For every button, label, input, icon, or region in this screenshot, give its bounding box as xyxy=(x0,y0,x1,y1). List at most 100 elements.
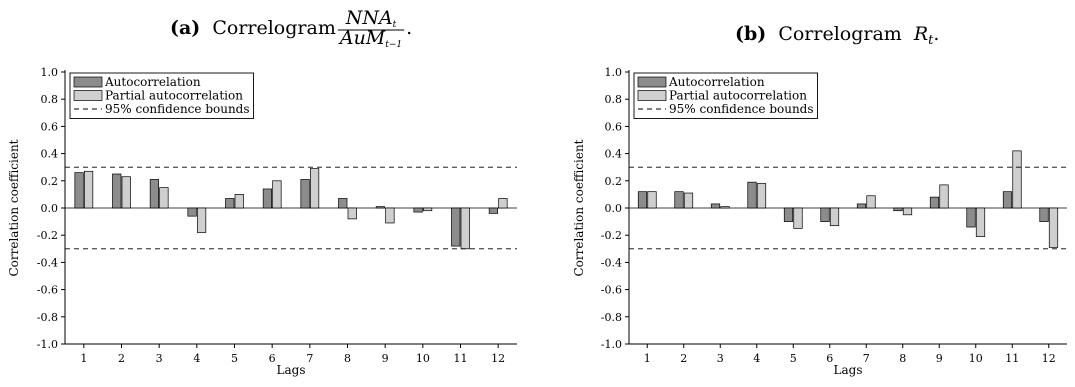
autocorrelation-bar-lag-3 xyxy=(149,179,160,209)
legend-swatch-autocorrelation xyxy=(73,76,103,88)
x-tick-label: 11 xyxy=(1005,352,1019,365)
x-tick-label: 5 xyxy=(790,352,797,365)
x-axis-label: Lags xyxy=(277,363,306,377)
autocorrelation-bar-lag-8 xyxy=(893,207,903,212)
panel-b-title-prefix: Correlogram xyxy=(778,23,902,45)
y-axis-label: Correlation coefficient xyxy=(572,139,586,276)
partial-autocorrelation-bar-lag-12 xyxy=(1048,207,1059,248)
autocorrelation-bar-lag-3 xyxy=(710,203,721,209)
legend-entry-label: Partial autocorrelation xyxy=(105,89,243,103)
partial-autocorrelation-bar-lag-10 xyxy=(975,207,986,237)
x-tick-label: 9 xyxy=(936,352,943,365)
partial-autocorrelation-bar-lag-7 xyxy=(309,168,320,209)
legend-swatch-partial-autocorrelation xyxy=(73,90,103,101)
chart-panel-b: -1.0-0.8-0.6-0.4-0.20.00.20.40.60.81.01 2… xyxy=(572,66,1067,377)
panel-b-title: (b) Correlogram Rt. xyxy=(735,23,939,48)
legend-entry-label: Partial autocorrelation xyxy=(669,89,807,103)
legend-swatch-partial-autocorrelation xyxy=(637,90,667,101)
x-tick-label: 8 xyxy=(344,352,351,365)
panel-a-title-suffix: . xyxy=(406,17,412,39)
panel-a-title: (a) Correlogram NNAt AuMt−1 . xyxy=(170,7,412,50)
autocorrelation-bar-lag-4 xyxy=(187,207,197,217)
x-tick-label: 3 xyxy=(156,352,163,365)
partial-autocorrelation-bar-lag-9 xyxy=(939,184,949,209)
x-tick-label: 1 xyxy=(644,352,651,365)
y-tick-label: -0.2 xyxy=(37,229,58,242)
partial-autocorrelation-bar-lag-1 xyxy=(83,170,94,209)
partial-autocorrelation-bar-lag-1 xyxy=(647,191,657,209)
x-tick-label: 9 xyxy=(382,352,389,365)
partial-autocorrelation-bar-lag-2 xyxy=(683,192,694,209)
y-tick-label: -0.8 xyxy=(601,311,622,324)
y-tick-label: 0.8 xyxy=(41,93,59,106)
legend-entry-label: 95% confidence bounds xyxy=(105,102,250,116)
y-tick-label: 0.6 xyxy=(41,120,59,133)
x-tick-label: 10 xyxy=(416,352,430,365)
y-tick-label: -0.2 xyxy=(601,229,622,242)
autocorrelation-bar-lag-5 xyxy=(783,207,794,222)
x-tick-label: 3 xyxy=(717,352,724,365)
y-tick-label: 0.0 xyxy=(605,202,623,215)
panel-a-title-prefix: Correlogram xyxy=(212,17,336,39)
partial-autocorrelation-bar-lag-4 xyxy=(756,183,767,209)
autocorrelation-bar-lag-6 xyxy=(262,188,273,209)
panel-a-label: (a) xyxy=(170,17,200,39)
y-tick-label: 0.0 xyxy=(41,202,59,215)
x-tick-label: 10 xyxy=(969,352,983,365)
y-tick-label: 0.6 xyxy=(605,120,623,133)
autocorrelation-bar-lag-11 xyxy=(451,207,461,247)
y-tick-label: -0.8 xyxy=(37,311,58,324)
panel-b-title-math-sub: t xyxy=(928,33,934,48)
autocorrelation-bar-lag-1 xyxy=(637,191,648,209)
autocorrelation-bar-lag-4 xyxy=(747,181,757,209)
autocorrelation-bar-lag-8 xyxy=(338,198,348,209)
autocorrelation-bar-lag-7 xyxy=(300,179,310,209)
autocorrelation-bar-lag-10 xyxy=(413,207,423,213)
panel-b-label: (b) xyxy=(735,23,766,45)
partial-autocorrelation-bar-lag-3 xyxy=(720,206,730,209)
x-tick-label: 4 xyxy=(753,352,760,365)
partial-autocorrelation-bar-lag-6 xyxy=(272,180,282,209)
partial-autocorrelation-bar-lag-4 xyxy=(196,207,207,233)
partial-autocorrelation-bar-lag-7 xyxy=(866,195,876,209)
partial-autocorrelation-bar-lag-6 xyxy=(829,207,840,227)
partial-autocorrelation-bar-lag-5 xyxy=(234,194,244,209)
partial-autocorrelation-bar-lag-8 xyxy=(347,207,357,220)
x-tick-label: 12 xyxy=(1042,352,1056,365)
chart-panel-a: -1.0-0.8-0.6-0.4-0.20.00.20.40.60.81.01 2… xyxy=(7,66,517,377)
x-axis-label: Lags xyxy=(834,363,863,377)
x-tick-label: 2 xyxy=(680,352,687,365)
partial-autocorrelation-bar-lag-11 xyxy=(460,207,470,250)
partial-autocorrelation-bar-lag-8 xyxy=(902,207,913,216)
partial-autocorrelation-bar-lag-9 xyxy=(385,207,395,224)
panel-b-title-math: R xyxy=(913,23,928,45)
y-tick-label: 1.0 xyxy=(41,66,59,79)
partial-autocorrelation-bar-lag-3 xyxy=(159,187,169,209)
y-axis-label: Correlation coefficient xyxy=(7,139,21,276)
autocorrelation-bar-lag-12 xyxy=(1039,207,1049,222)
panel-a-title-fraction: NNAt AuMt−1 . xyxy=(337,7,412,50)
partial-autocorrelation-bar-lag-5 xyxy=(793,207,803,229)
y-tick-label: 0.4 xyxy=(41,148,59,161)
y-tick-label: 0.2 xyxy=(41,175,59,188)
autocorrelation-bar-lag-7 xyxy=(856,203,867,209)
title-fraction-denominator-sub: t−1 xyxy=(385,40,402,50)
autocorrelation-bar-lag-1 xyxy=(74,172,84,209)
title-fraction-numerator: NNA xyxy=(345,7,393,29)
autocorrelation-bar-lag-9 xyxy=(375,206,386,209)
svg-text:AuMt−1: AuMt−1 xyxy=(338,27,402,50)
autocorrelation-bar-lag-11 xyxy=(1002,191,1013,209)
autocorrelation-bar-lag-5 xyxy=(225,198,235,209)
autocorrelation-bar-lag-9 xyxy=(929,196,940,209)
y-tick-label: 0.8 xyxy=(605,93,623,106)
x-tick-label: 7 xyxy=(863,352,870,365)
partial-autocorrelation-bar-lag-11 xyxy=(1012,150,1022,209)
y-tick-label: -0.6 xyxy=(601,284,622,297)
svg-text:(b) Correlogram Rt: (b) Correlogram Rt. xyxy=(735,23,939,48)
x-tick-label: 2 xyxy=(118,352,125,365)
y-tick-label: -1.0 xyxy=(37,338,58,351)
x-tick-label: 7 xyxy=(306,352,313,365)
